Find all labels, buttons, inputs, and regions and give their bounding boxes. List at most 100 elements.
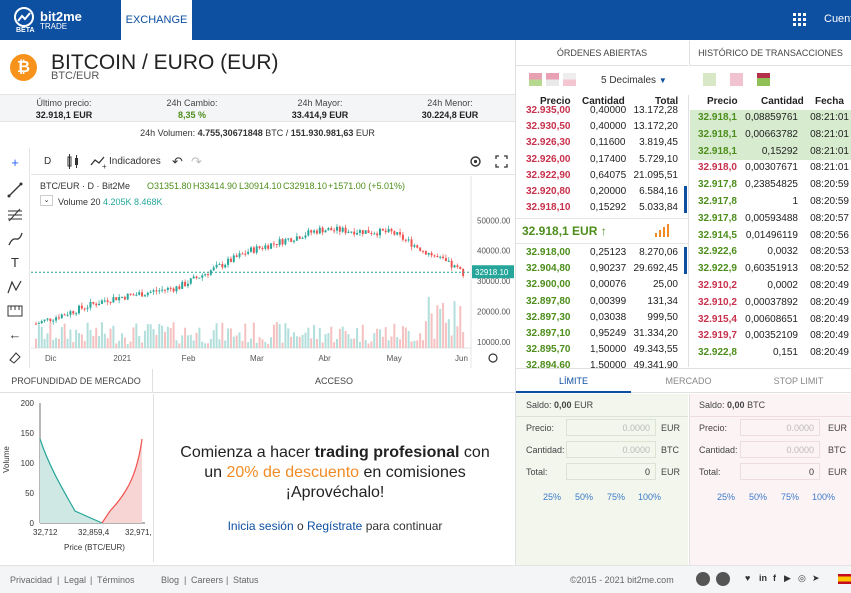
back-arrow-icon[interactable]: ← — [8, 327, 22, 342]
volume-bar — [270, 337, 273, 348]
eraser-icon[interactable] — [6, 348, 24, 366]
register-link[interactable]: Regístrate — [307, 519, 363, 533]
buy-price-input[interactable]: 0.0000 — [566, 419, 656, 436]
view-bids-toggle[interactable] — [563, 73, 576, 86]
privacy-link[interactable]: Privacidad — [10, 575, 53, 585]
view-asks-toggle[interactable] — [546, 73, 559, 86]
ask-row[interactable]: 32.926,00 0,17400 5.729,10 — [516, 152, 686, 168]
volume-bar — [138, 336, 141, 348]
buy-total-input[interactable]: 0 — [566, 463, 656, 480]
trade-row: 32.917,8 0,23854825 08:20:59 — [690, 177, 851, 194]
volume-bar — [356, 328, 359, 348]
ask-row[interactable]: 32.922,90 0,64075 21.095,51 — [516, 168, 686, 184]
fib-icon[interactable] — [6, 206, 24, 224]
axis-settings-icon[interactable] — [488, 353, 498, 363]
trendline-icon[interactable] — [6, 181, 24, 199]
sell-pct-75[interactable]: 75% — [781, 492, 800, 502]
tab-limit[interactable]: LÍMITE — [516, 369, 631, 393]
bid-row[interactable]: 32.894,60 1,50000 49.341,90 — [516, 358, 686, 374]
ask-row[interactable]: 32.926,30 0,11600 3.819,45 — [516, 135, 686, 151]
tab-exchange[interactable]: EXCHANGE — [121, 0, 192, 40]
bid-row[interactable]: 32.897,10 0,95249 31.334,20 — [516, 326, 686, 342]
bid-row[interactable]: 32.904,80 0,90237 29.692,45 — [516, 261, 686, 277]
youtube-icon[interactable]: ▶ — [784, 573, 791, 583]
buy-pct-100[interactable]: 100% — [638, 492, 662, 502]
indicators-button[interactable]: Indicadores — [109, 156, 161, 167]
sell-price-input[interactable]: 0.0000 — [740, 419, 820, 436]
candle — [387, 228, 390, 233]
footer-sep: | — [184, 575, 187, 585]
price-chart[interactable]: 50000.00 40000.00 30000.00 20000.00 10000.00… — [31, 176, 515, 368]
legal-link[interactable]: Legal — [64, 575, 87, 585]
sell-pct-100[interactable]: 100% — [812, 492, 836, 502]
spain-flag-icon[interactable] — [838, 574, 851, 584]
x-tick-label: Feb — [182, 354, 196, 363]
candle — [118, 297, 121, 301]
login-link[interactable]: Inicia sesión — [227, 519, 294, 533]
bid-row[interactable]: 32.897,30 0,03038 999,50 — [516, 310, 686, 326]
bid-qty: 0,00076 — [590, 279, 627, 291]
brush-icon[interactable] — [6, 230, 24, 248]
ask-qty: 0,40000 — [590, 121, 627, 133]
ask-row[interactable]: 32.918,10 0,15292 5.033,84 — [516, 200, 686, 216]
measure-icon[interactable] — [6, 302, 24, 320]
candles-icon[interactable] — [66, 153, 80, 170]
text-tool-icon[interactable]: T — [11, 255, 19, 270]
pattern-icon[interactable] — [6, 278, 24, 296]
ask-row[interactable]: 32.920,80 0,20000 6.584,16 — [516, 184, 686, 200]
history-filter-all[interactable] — [757, 73, 770, 86]
twitter-icon[interactable]: ♥ — [745, 573, 751, 583]
bid-row[interactable]: 32.900,00 0,00076 25,00 — [516, 277, 686, 293]
apps-grid-icon[interactable] — [793, 13, 806, 26]
history-filter-buy[interactable] — [703, 73, 716, 86]
volume-bar — [95, 327, 98, 348]
undo-icon[interactable]: ↶ — [172, 154, 183, 169]
account-menu[interactable]: Cuent — [824, 13, 851, 25]
bid-row[interactable]: 32.918,00 0,25123 8.270,06 — [516, 245, 686, 261]
volume-bar — [118, 340, 121, 348]
legend-collapse-icon[interactable]: ⌄ — [40, 195, 53, 206]
blog-link[interactable]: Blog — [161, 575, 180, 585]
ask-row[interactable]: 32.935,00 0,40000 13.172,28 — [516, 103, 686, 119]
fullscreen-icon[interactable] — [495, 153, 508, 170]
sell-pct-50[interactable]: 50% — [749, 492, 768, 502]
sell-total-input[interactable]: 0 — [740, 463, 820, 480]
terms-link[interactable]: Términos — [97, 575, 135, 585]
buy-pct-25[interactable]: 25% — [543, 492, 562, 502]
status-link[interactable]: Status — [233, 575, 259, 585]
candle — [78, 305, 80, 314]
tab-stop-limit[interactable]: STOP LIMIT — [773, 376, 824, 386]
ask-row[interactable]: 32.930,50 0,40000 13.172,20 — [516, 119, 686, 135]
buy-qty-input[interactable]: 0.0000 — [566, 441, 656, 458]
volume-bar — [221, 322, 224, 348]
tab-market[interactable]: MERCADO — [665, 376, 712, 386]
volume-bar — [189, 334, 192, 348]
bid-row[interactable]: 32.895,70 1,50000 49.343,55 — [516, 342, 686, 358]
auth-links: Inicia sesión o Regístrate para continua… — [227, 519, 443, 533]
buy-pct-75[interactable]: 75% — [607, 492, 626, 502]
linkedin-icon[interactable]: in — [759, 573, 767, 583]
bit2me-logo[interactable]: bit2me TRADE BETA — [12, 7, 107, 35]
volume-bar — [315, 339, 318, 348]
view-both-toggle[interactable] — [529, 73, 542, 86]
bid-row[interactable]: 32.897,80 0,00399 131,34 — [516, 294, 686, 310]
sell-pct-25[interactable]: 25% — [717, 492, 736, 502]
android-store-icon[interactable] — [716, 572, 730, 586]
redo-icon[interactable]: ↷ — [191, 154, 202, 169]
facebook-icon[interactable]: f — [773, 573, 776, 583]
instagram-icon[interactable]: ◎ — [798, 573, 806, 583]
telegram-icon[interactable]: ➤ — [812, 573, 820, 583]
careers-link[interactable]: Careers — [191, 575, 224, 585]
crosshair-icon[interactable]: + — [11, 155, 19, 170]
interval-selector[interactable]: D — [44, 156, 52, 167]
volume-bar — [376, 328, 379, 348]
candle — [433, 255, 436, 257]
apple-store-icon[interactable] — [696, 572, 710, 586]
depth-chart[interactable]: 200 150 100 50 032,712 32,859,4 32,971,9 — [0, 395, 152, 560]
sell-qty-input[interactable]: 0.0000 — [740, 441, 820, 458]
buy-pct-50[interactable]: 50% — [575, 492, 594, 502]
decimals-select[interactable]: 5 Decimales ▼ — [601, 75, 667, 86]
candle — [330, 228, 333, 231]
history-filter-sell[interactable] — [730, 73, 743, 86]
settings-gear-icon[interactable] — [468, 153, 483, 170]
